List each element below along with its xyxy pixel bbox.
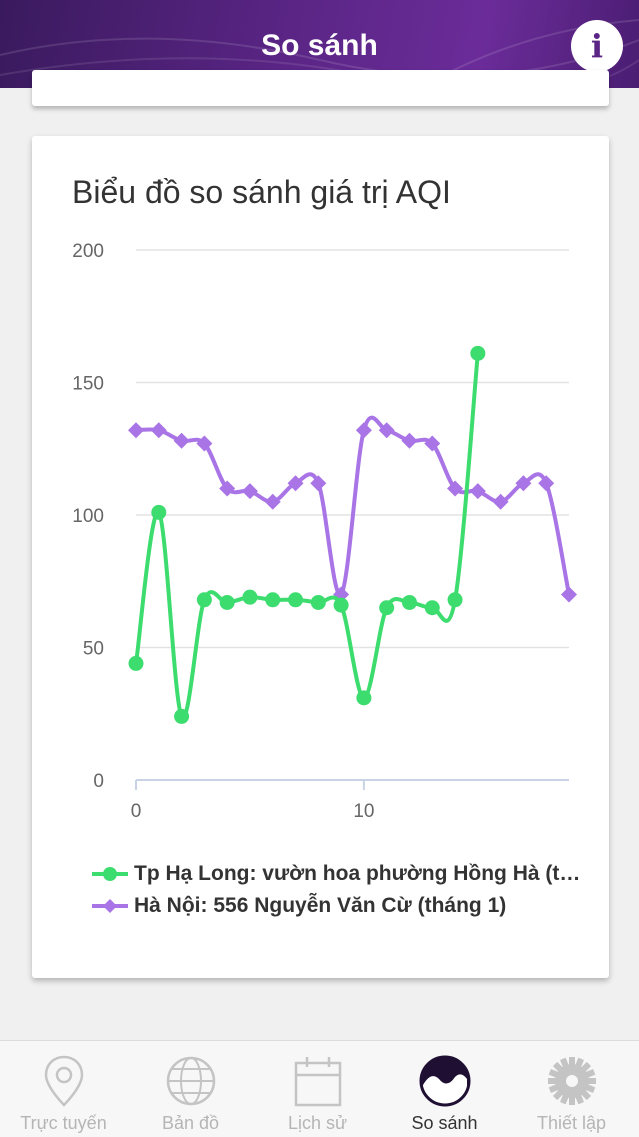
data-point <box>424 600 440 616</box>
data-point <box>219 594 235 610</box>
data-point <box>538 475 555 492</box>
data-point <box>288 592 304 608</box>
data-point <box>265 592 281 608</box>
aqi-chart: 0 50 100 150 200 0 10 <box>72 241 577 822</box>
data-point <box>174 708 190 724</box>
chart-legend: Tp Hạ Long: vườn hoa phường Hồng Hà (t… … <box>90 858 605 922</box>
chart-card: Biểu đồ so sánh giá trị AQI 0 50 100 150 200… <box>32 136 609 978</box>
globe-icon <box>166 1056 216 1106</box>
series-line <box>134 353 480 720</box>
data-point <box>242 589 258 605</box>
data-point <box>173 432 190 449</box>
legend-marker-circle <box>92 867 128 881</box>
y-tick-label: 100 <box>72 506 104 527</box>
data-point <box>310 475 327 492</box>
data-point <box>401 594 417 610</box>
previous-card <box>32 70 609 106</box>
x-tick-label: 10 <box>353 801 374 822</box>
data-point <box>151 504 167 520</box>
data-point <box>492 493 509 510</box>
tab-label: Lịch sử <box>287 1113 348 1133</box>
page-title: So sánh <box>261 29 378 62</box>
data-point <box>470 345 486 361</box>
data-point <box>561 586 577 603</box>
location-pin-icon <box>44 1055 84 1107</box>
data-point <box>128 655 144 671</box>
calendar-icon <box>294 1057 342 1107</box>
data-point <box>356 690 372 706</box>
data-point <box>333 597 349 613</box>
tab-label: Thiết lập <box>536 1113 607 1133</box>
data-point <box>310 594 326 610</box>
y-tick-label: 150 <box>72 374 104 395</box>
data-point <box>287 475 304 492</box>
data-point <box>128 422 144 439</box>
info-button[interactable]: i <box>571 20 623 72</box>
data-point <box>447 480 464 497</box>
data-point <box>241 483 258 500</box>
data-point <box>150 422 167 439</box>
y-tick-label: 0 <box>93 771 104 792</box>
tab-so-sanh[interactable]: So sánh <box>381 1041 508 1137</box>
data-point <box>264 493 281 510</box>
tab-label: Bản đồ <box>161 1113 220 1133</box>
data-point <box>424 435 441 452</box>
data-point <box>196 592 212 608</box>
legend-label: Tp Hạ Long: vườn hoa phường Hồng Hà (t… <box>134 862 581 885</box>
data-point <box>355 422 372 439</box>
y-tick-label: 50 <box>83 639 104 660</box>
chart-title: Biểu đồ so sánh giá trị AQI <box>72 174 451 210</box>
tab-label: Trực tuyến <box>20 1113 107 1133</box>
data-point <box>447 592 463 608</box>
legend-label: Hà Nội: 556 Nguyễn Văn Cừ (tháng 1) <box>134 894 507 917</box>
tab-truc-tuyen[interactable]: Trực tuyến <box>0 1041 127 1137</box>
legend-item-series-2[interactable]: Hà Nội: 556 Nguyễn Văn Cừ (tháng 1) <box>90 890 605 922</box>
compare-wave-icon <box>419 1055 471 1107</box>
bottom-tab-bar: Trực tuyến Bản đồ Lịch sử So sánh <box>0 1040 639 1137</box>
tab-ban-do[interactable]: Bản đồ <box>127 1041 254 1137</box>
data-point <box>196 435 213 452</box>
legend-item-series-1[interactable]: Tp Hạ Long: vườn hoa phường Hồng Hà (t… <box>90 858 605 890</box>
tab-lich-su[interactable]: Lịch sử <box>254 1041 381 1137</box>
gear-icon <box>548 1057 596 1105</box>
data-point <box>515 475 532 492</box>
legend-marker-diamond <box>92 899 128 913</box>
x-tick-label: 0 <box>131 801 142 822</box>
data-point <box>379 600 395 616</box>
data-point <box>219 480 236 497</box>
data-point <box>469 483 486 500</box>
tab-label: So sánh <box>411 1113 478 1133</box>
y-tick-label: 200 <box>72 241 104 262</box>
data-point <box>401 432 418 449</box>
data-point <box>378 422 395 439</box>
tab-thiet-lap[interactable]: Thiết lập <box>508 1041 635 1137</box>
